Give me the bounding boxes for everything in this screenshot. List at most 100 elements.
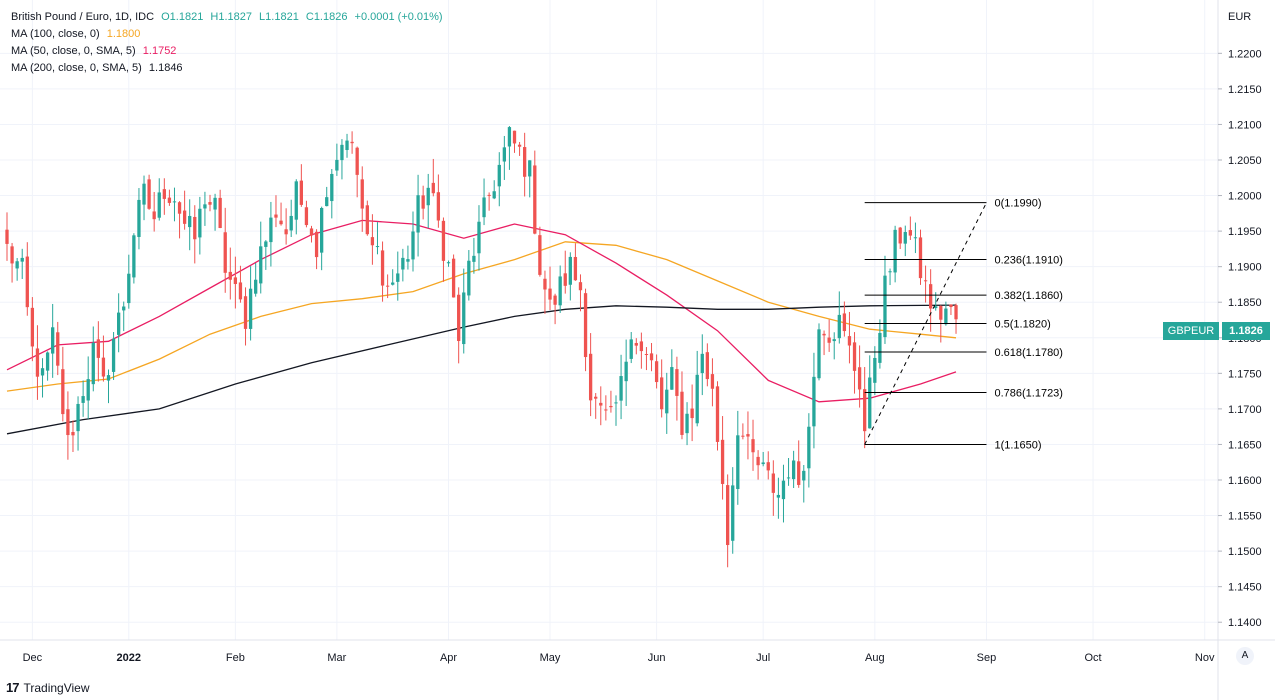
candle-body	[898, 227, 902, 244]
fib-level-label: 1(1.1650)	[994, 439, 1041, 451]
candle-body	[791, 460, 796, 480]
candle-body	[771, 473, 775, 493]
fib-level-label: 0.5(1.1820)	[994, 319, 1050, 331]
last-price-tag: 1.1826	[1222, 322, 1270, 340]
candle-body	[76, 403, 80, 432]
ma50-label: MA (50, close, 0, SMA, 5)	[11, 45, 136, 57]
candle-body	[228, 271, 232, 280]
ma50-value: 1.1752	[142, 45, 177, 57]
time-tick-label: Feb	[226, 652, 245, 664]
candle-body	[715, 386, 720, 442]
candle-body	[492, 191, 496, 199]
candle-body	[446, 262, 451, 264]
candle-body	[558, 276, 562, 306]
candle-body	[274, 214, 278, 218]
legend-ma50-row[interactable]: MA (50, close, 0, SMA, 5) 1.1752	[11, 43, 443, 60]
tradingview-wordmark: TradingView	[23, 680, 90, 695]
candle-body	[188, 215, 192, 228]
time-tick-label: Apr	[440, 652, 457, 664]
candle-body	[213, 197, 217, 210]
candle-body	[325, 197, 329, 207]
legend-ma200-row[interactable]: MA (200, close, 0, SMA, 5) 1.1846	[11, 60, 443, 77]
candle-body	[56, 332, 60, 366]
tradingview-icon: 17	[6, 680, 20, 695]
candle-body	[360, 179, 364, 209]
candle-body	[817, 329, 821, 379]
open-value: O1.1821	[161, 11, 204, 23]
candle-body	[385, 285, 390, 287]
candle-body	[71, 432, 75, 436]
candle-body	[548, 288, 552, 300]
price-tick-label: 1.2200	[1228, 48, 1262, 60]
time-tick-label: Sep	[977, 652, 997, 664]
candle-body	[284, 229, 288, 235]
candle-body	[457, 294, 461, 342]
tradingview-logo[interactable]: 17 TradingView	[6, 680, 90, 695]
candle-body	[847, 336, 852, 346]
candle-body	[193, 216, 197, 240]
time-tick-label: Dec	[23, 652, 43, 664]
candle-body	[294, 181, 298, 220]
candle-body	[619, 376, 623, 401]
candle-body	[690, 408, 694, 419]
candle-body	[218, 197, 222, 229]
fib-level-label: 0.786(1.1723)	[994, 388, 1063, 400]
price-axis: 1.2200 1.2150 1.2100 1.2050 1.2000 1.1950 1.19…	[1217, 0, 1262, 700]
price-tick-label: 1.1950	[1228, 226, 1262, 238]
candle-body	[929, 284, 933, 309]
candle-body	[45, 352, 50, 371]
price-tick-label: 1.1500	[1228, 546, 1262, 558]
candle-body	[634, 343, 638, 346]
time-tick-label: Nov	[1195, 652, 1215, 664]
candle-body	[122, 306, 126, 311]
candle-body	[441, 220, 446, 261]
candle-body	[528, 160, 532, 177]
price-tick-label: 1.1700	[1228, 404, 1262, 416]
candle-body	[812, 376, 816, 427]
candle-body	[467, 260, 471, 296]
candle-body	[700, 353, 704, 374]
candle-body	[644, 354, 649, 356]
candle-body	[842, 313, 847, 332]
candle-body	[868, 377, 872, 429]
legend-ma100-row[interactable]: MA (100, close, 0) 1.1800	[11, 26, 443, 43]
candle-body	[939, 306, 943, 320]
candle-body	[502, 147, 506, 162]
candle-body	[289, 215, 293, 231]
time-tick-label: Jul	[756, 652, 770, 664]
candle-body	[695, 374, 699, 424]
candle-body	[472, 255, 476, 262]
candle-body	[913, 237, 918, 239]
candle-body	[888, 271, 892, 273]
candle-body	[25, 256, 29, 308]
price-tick-label: 1.2050	[1228, 155, 1262, 167]
candle-body	[654, 361, 659, 383]
time-axis: Dec 2022 Feb Mar Apr May Jun Jul Aug Sep Oct Nov	[0, 639, 1275, 664]
auto-scale-button[interactable]: A	[1236, 647, 1254, 665]
price-tick-label: 1.1750	[1228, 368, 1262, 380]
candle-body	[254, 279, 258, 294]
close-value: C1.1826	[305, 11, 348, 23]
instrument-title: British Pound / Euro, 1D, IDC	[11, 11, 155, 23]
candle-body	[259, 246, 263, 284]
candle-body	[705, 352, 709, 380]
candle-body	[649, 353, 654, 361]
candle-body	[751, 439, 755, 453]
candle-body	[111, 338, 116, 372]
candle-body	[426, 187, 430, 206]
candle-body	[665, 389, 669, 414]
candle-body	[543, 278, 547, 290]
candle-body	[66, 409, 70, 436]
candle-body	[142, 183, 146, 205]
candle-body	[167, 197, 172, 203]
moving-averages	[6, 219, 957, 435]
candle-body	[736, 435, 740, 489]
candle-body	[588, 353, 593, 401]
price-tick-label: 1.1450	[1228, 582, 1262, 594]
candle-body	[857, 367, 862, 390]
candle-body	[101, 357, 106, 377]
candle-body	[431, 182, 435, 194]
candle-body	[157, 192, 161, 218]
ma-line-2	[6, 304, 957, 435]
